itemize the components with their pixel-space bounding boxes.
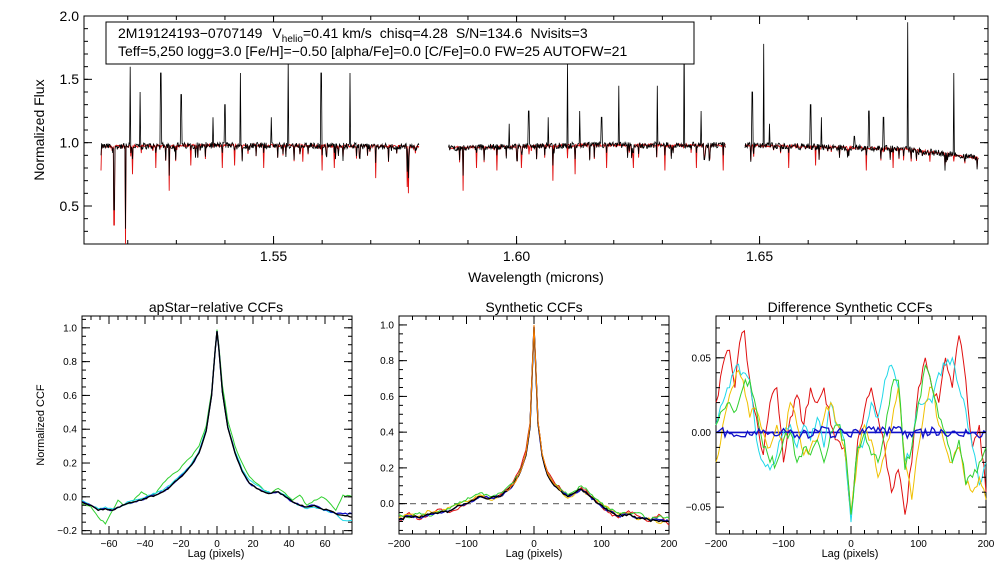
synthetic-ccf-series-combined_black: [398, 326, 670, 523]
apstar-ccf-y-tick-label: 0.0: [63, 492, 77, 503]
vhelio-subscript: helio: [282, 34, 304, 45]
difference-ccf-series-cyan: [715, 356, 987, 523]
difference-ccf-ticks: −200 −100 0 100 200 −0.05 0.00 0.05: [686, 316, 995, 550]
model-spectrum-chip-2: [448, 142, 726, 191]
synthetic-ccf-y-tick-label: 1.0: [380, 320, 394, 331]
apstar-ccf-series-combined: [81, 331, 353, 518]
difference-ccf-x-tick-label: 0: [848, 539, 854, 550]
synthetic-ccf-x-tick-label: −100: [455, 539, 478, 550]
apstar-ccf-x-tick-label: −20: [173, 539, 190, 550]
apstar-ccf-x-tick-label: 60: [319, 539, 331, 550]
spectrum-traces: [100, 22, 979, 245]
apstar-ccf-panel: apStar−relative CCFs −60 −40 −20 0 20 40 60 −0.…: [35, 299, 353, 560]
spectrum-axis-ticks: 1.55 1.60 1.65 0.5 1.0 1.5 2.0: [60, 8, 988, 264]
synthetic-ccf-series-combined_blue: [398, 326, 670, 523]
synthetic-ccf-panel: Synthetic CCFs −200 −100 0 100 200 0.0 0.2 0.4 0…: [380, 299, 678, 560]
apstar-ccf-traces: [81, 329, 353, 525]
spectrum-panel: 1.55 1.60 1.65 0.5 1.0 1.5 2.0 2M19124193−0707…: [31, 8, 989, 285]
spectrum-y-tick-label: 0.5: [60, 198, 80, 214]
difference-ccf-x-tick-label: 200: [978, 539, 995, 550]
difference-ccf-title: Difference Synthetic CCFs: [768, 299, 933, 315]
difference-ccf-y-tick-label: 0.05: [692, 353, 712, 364]
spectrum-info-line1: 2M19124193−0707149 Vhelio=0.41 km/s chisq=…: [118, 25, 588, 45]
synthetic-ccf-series-visit2: [398, 326, 670, 524]
difference-ccf-frame: [715, 315, 987, 535]
apstar-ccf-series-visit3: [81, 331, 353, 516]
synthetic-ccf-y-tick-label: 0.2: [380, 463, 394, 474]
apstar-ccf-x-tick-label: 40: [283, 539, 295, 550]
synthetic-ccf-frame: [398, 315, 670, 535]
vhelio-label: V: [272, 25, 282, 41]
difference-ccf-y-tick-label: 0.00: [692, 428, 712, 439]
difference-ccf-series-red: [715, 329, 987, 515]
apstar-ccf-series-visit2: [81, 332, 353, 522]
spectrum-y-tick-label: 1.5: [60, 71, 80, 87]
synthetic-ccf-x-axis-label: Lag (pixels): [506, 548, 563, 560]
apstar-ccf-y-tick-label: 0.6: [63, 391, 77, 402]
synthetic-ccf-ticks: −200 −100 0 100 200 0.0 0.2 0.4 0.6 0.8 1.0: [380, 315, 678, 550]
apstar-ccf-y-tick-label: 1.0: [63, 323, 77, 334]
synthetic-ccf-series-visit3: [398, 326, 670, 521]
synthetic-ccf-x-tick-label: 100: [593, 539, 610, 550]
apstar-ccf-y-tick-label: 0.4: [63, 425, 77, 436]
synthetic-ccf-y-tick-label: 0.6: [380, 392, 394, 403]
synthetic-ccf-series-model_orange: [506, 324, 562, 492]
model-spectrum-chip-1: [100, 142, 420, 245]
difference-ccf-panel: Difference Synthetic CCFs −200 −100 0 100 20…: [686, 299, 995, 560]
apstar-ccf-x-tick-label: 20: [247, 539, 259, 550]
spectrum-y-tick-label: 1.0: [60, 135, 80, 151]
spectrum-y-axis-label: Normalized Flux: [31, 79, 47, 180]
apstar-ccf-ticks: −60 −40 −20 0 20 40 60 −0.2 0.0 0.2 0.4 0.6 0.8 1.0: [57, 316, 353, 550]
synthetic-ccf-x-tick-label: 200: [661, 539, 678, 550]
spectrum-info-box: [105, 21, 695, 65]
apstar-ccf-series-visit1: [81, 329, 353, 525]
nvisits-value: Nvisits=3: [530, 25, 587, 41]
spectrum-x-tick-label: 1.55: [260, 248, 287, 264]
synthetic-ccf-x-tick-label: 0: [531, 539, 537, 550]
synthetic-ccf-y-tick-label: 0.4: [380, 428, 394, 439]
apstar-ccf-frame: [81, 315, 353, 535]
difference-ccf-traces: [715, 329, 987, 523]
apstar-ccf-x-tick-label: −60: [101, 539, 118, 550]
difference-ccf-series-yellow: [715, 369, 987, 515]
apstar-ccf-y-tick-label: −0.2: [57, 526, 77, 537]
observed-spectrum-chip-1: [100, 60, 420, 229]
spectrum-y-tick-label: 2.0: [60, 8, 80, 24]
difference-ccf-y-tick-label: −0.05: [686, 503, 712, 514]
difference-ccf-x-tick-label: −200: [705, 539, 728, 550]
synthetic-ccf-y-tick-label: 0.8: [380, 356, 394, 367]
spectrum-x-tick-label: 1.65: [746, 248, 773, 264]
spectrum-info-line2: Teff=5,250 logg=3.0 [Fe/H]=−0.50 [alpha/…: [118, 43, 627, 59]
synthetic-ccf-x-tick-label: −200: [388, 539, 411, 550]
synthetic-ccf-y-tick-label: 0.0: [380, 499, 394, 510]
apstar-ccf-x-tick-label: 0: [214, 539, 220, 550]
spectrum-x-axis-label: Wavelength (microns): [468, 269, 604, 285]
synthetic-ccf-traces: [398, 324, 670, 526]
difference-ccf-series-blue: [715, 425, 987, 440]
apstar-ccf-x-axis-label: Lag (pixels): [188, 548, 245, 560]
spectrum-x-tick-label: 1.60: [503, 248, 530, 264]
difference-ccf-series-green: [715, 363, 987, 515]
difference-ccf-x-tick-label: −100: [772, 539, 795, 550]
star-id: 2M19124193−0707149: [118, 25, 263, 41]
difference-ccf-x-axis-label: Lag (pixels): [822, 548, 879, 560]
apstar-ccf-y-tick-label: 0.2: [63, 459, 77, 470]
synthetic-ccf-series-visit1: [398, 326, 670, 526]
apstar-ccf-y-axis-label: Normalized CCF: [35, 384, 47, 466]
observed-spectrum-chip-2: [448, 28, 726, 176]
apstar-ccf-x-tick-label: −40: [137, 539, 154, 550]
synthetic-ccf-title: Synthetic CCFs: [485, 299, 582, 315]
snr-value: S/N=134.6: [456, 25, 523, 41]
apstar-ccf-y-tick-label: 0.8: [63, 357, 77, 368]
apstar-ccf-title: apStar−relative CCFs: [149, 299, 283, 315]
observed-spectrum-chip-3: [744, 22, 979, 171]
chisq-value: chisq=4.28: [380, 25, 448, 41]
vhelio-value: =0.41 km/s: [303, 25, 372, 41]
difference-ccf-x-tick-label: 100: [910, 539, 927, 550]
